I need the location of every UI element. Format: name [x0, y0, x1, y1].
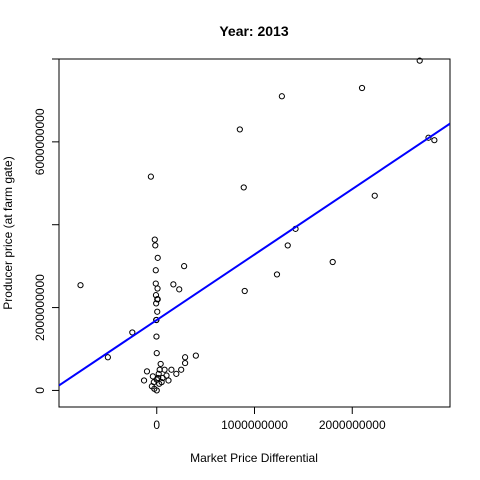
data-point	[153, 316, 160, 324]
data-point	[104, 354, 111, 361]
regression-layer	[59, 122, 450, 387]
data-point	[158, 379, 165, 386]
x-tick-label: 0	[153, 418, 160, 432]
data-point	[152, 267, 159, 274]
data-point	[140, 377, 148, 384]
regression-line	[59, 122, 450, 387]
data-point	[176, 286, 183, 293]
data-point	[153, 300, 160, 307]
data-point	[192, 352, 199, 359]
data-point	[416, 57, 423, 64]
data-point	[153, 350, 160, 357]
chart-title: Year: 2013	[219, 23, 288, 39]
y-tick-label: 0	[33, 387, 47, 394]
data-point	[129, 329, 136, 336]
data-point	[157, 360, 164, 368]
data-point	[152, 242, 159, 249]
data-point	[173, 370, 180, 377]
data-point	[165, 377, 172, 384]
data-point	[181, 263, 188, 270]
data-point	[371, 192, 378, 199]
data-point	[170, 281, 177, 288]
y-axis-label: Producer price (at farm gate)	[1, 156, 15, 309]
data-point	[284, 242, 291, 249]
data-point	[151, 236, 158, 243]
data-point	[431, 137, 438, 144]
data-point	[358, 84, 366, 92]
data-point	[155, 374, 162, 382]
points-layer	[77, 57, 438, 394]
data-point	[147, 173, 154, 180]
data-point	[153, 333, 160, 340]
data-point	[163, 372, 170, 379]
data-point	[181, 359, 189, 367]
data-point	[153, 387, 160, 394]
data-point	[181, 354, 189, 361]
data-point	[154, 308, 161, 315]
x-axis-label: Market Price Differential	[190, 451, 318, 465]
data-point	[77, 282, 84, 289]
y-tick-label: 6000000000	[33, 108, 47, 175]
data-point	[273, 271, 281, 278]
data-point	[155, 370, 162, 377]
data-point	[154, 254, 161, 261]
data-point	[149, 373, 156, 380]
y-axis: 0 2000000000 6000000000	[33, 58, 59, 394]
x-axis: 0 1000000000 2000000000	[153, 407, 386, 432]
x-tick-label: 2000000000	[319, 418, 386, 432]
plot-frame	[58, 58, 451, 408]
data-point	[154, 285, 161, 292]
data-point	[161, 366, 168, 373]
data-point	[236, 126, 243, 133]
data-point	[178, 366, 185, 373]
data-point	[154, 296, 161, 303]
data-point	[329, 258, 336, 266]
data-point	[168, 366, 175, 373]
data-point	[240, 184, 247, 191]
y-tick-label: 2000000000	[33, 274, 47, 341]
x-tick-label: 1000000000	[221, 418, 288, 432]
data-point	[143, 368, 151, 375]
data-point	[152, 280, 159, 287]
data-point	[278, 93, 285, 100]
data-point	[241, 287, 248, 295]
data-point	[425, 134, 432, 141]
